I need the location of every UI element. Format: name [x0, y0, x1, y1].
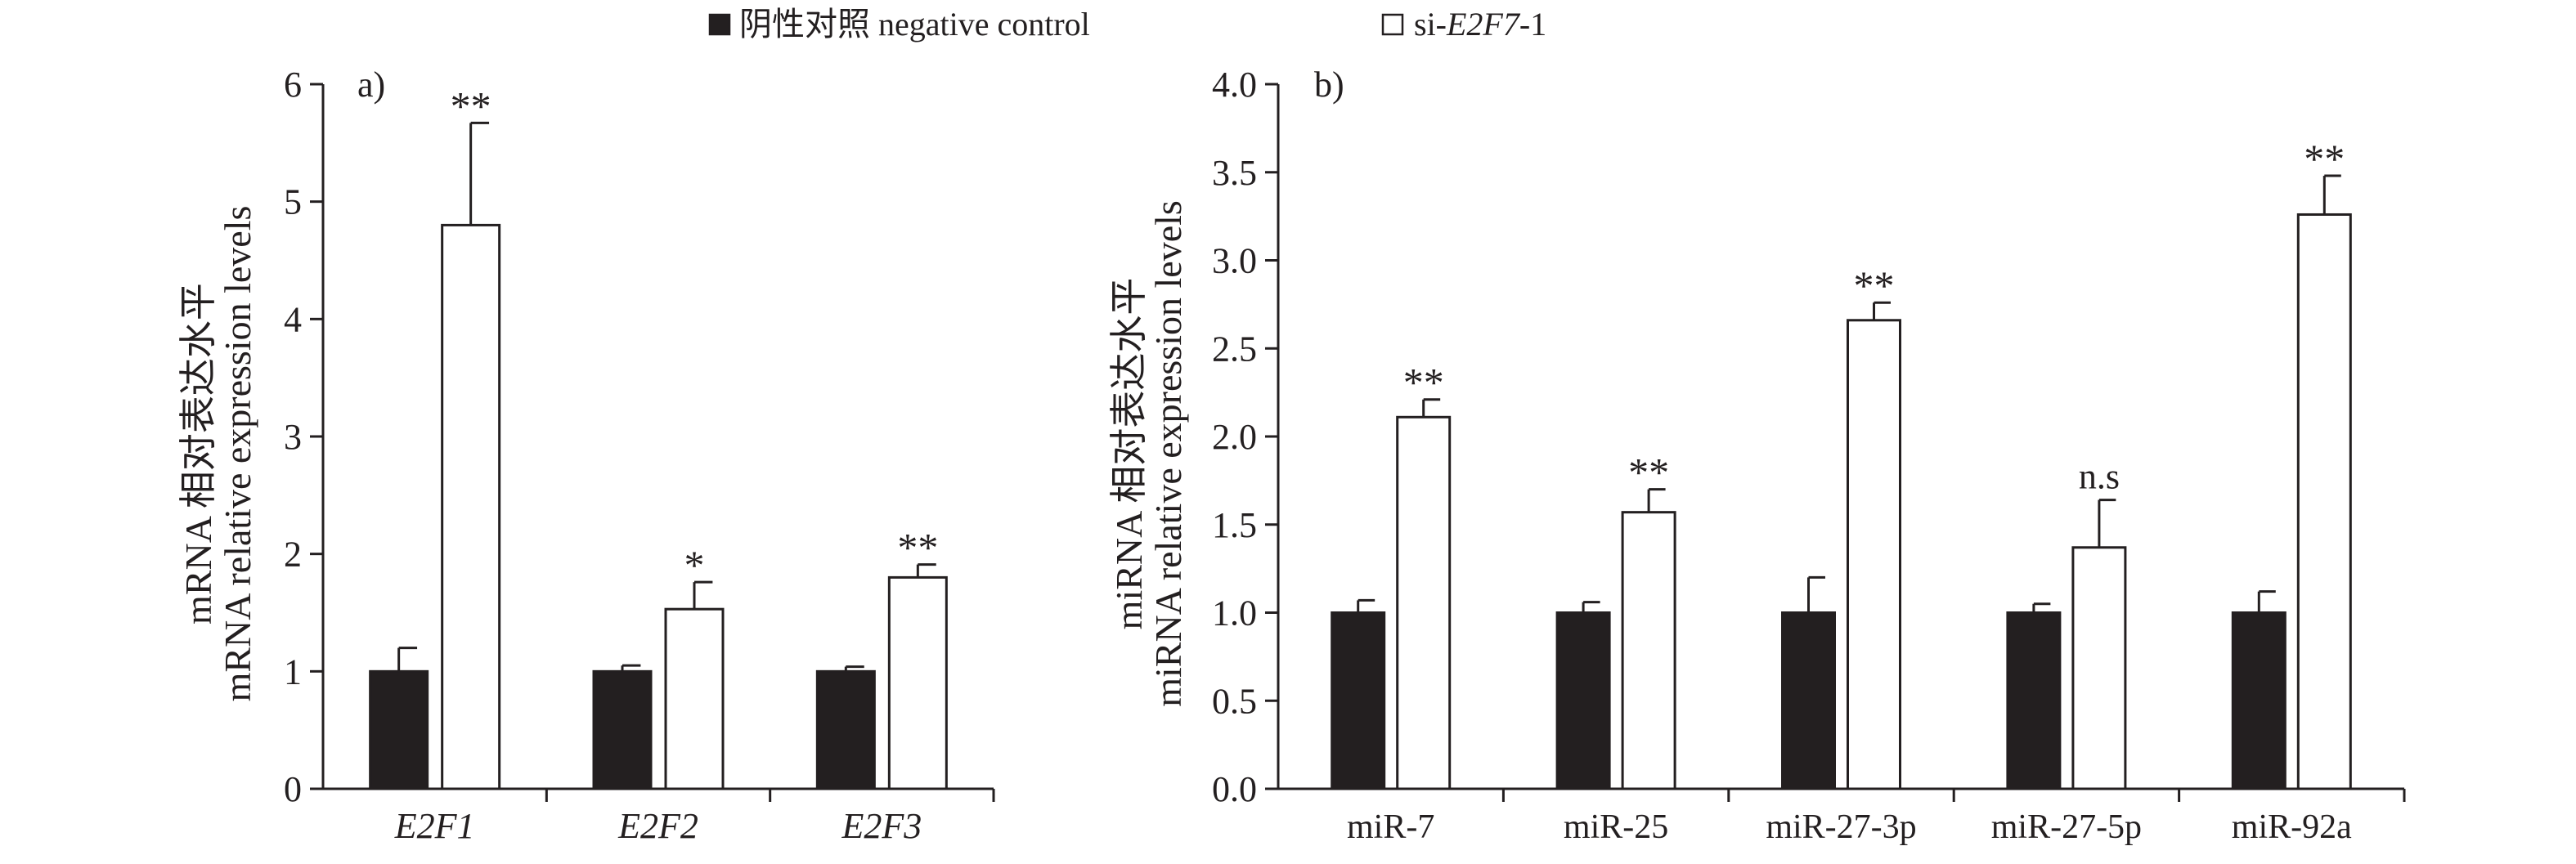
panel-b-bar-s0-mir-27-5p — [2006, 611, 2062, 790]
panel-a-y-tick-label: 1 — [284, 651, 302, 692]
panel-a-y-tick-label: 4 — [284, 299, 302, 339]
panel-b-label: b) — [1314, 65, 1344, 105]
panel-b-bar-s0-mir-92a — [2231, 611, 2287, 790]
panel-b-ylabel-en: miRNA relative expression levels — [1147, 200, 1189, 707]
panel-a-y-tick-label: 2 — [284, 535, 302, 575]
panel-b-x-label-mir-27-5p: miR-27-5p — [1991, 808, 2142, 846]
legend-label-suffix: -1 — [1519, 6, 1546, 43]
panel-a-bar-s0-e2f2 — [592, 669, 653, 790]
panel-b-y-tick-label: 0.5 — [1212, 681, 1257, 721]
panel-a-y-tick-label: 6 — [284, 65, 302, 105]
panel-b-y-tick-label: 2.0 — [1212, 417, 1257, 457]
legend-swatch-si-e2f7 — [1381, 13, 1404, 36]
panel-b-bar-s1-mir-7 — [1396, 415, 1452, 790]
panel-a-bar-s0-e2f1 — [369, 669, 429, 790]
panel-a-bar-s0-e2f3 — [815, 669, 876, 790]
panel-b-y-tick-label: 2.5 — [1212, 329, 1257, 369]
panel-b-y-tick-label: 1.0 — [1212, 593, 1257, 633]
panel-b-x-label-mir-27-3p: miR-27-3p — [1766, 808, 1916, 846]
panel-b-y-tick-label: 1.5 — [1212, 505, 1257, 545]
panel-a-bar-s1-e2f2 — [664, 607, 725, 790]
panel-b-significance-mir-7: ** — [1403, 360, 1444, 405]
panel-b-significance-mir-27-5p: n.s — [2079, 457, 2120, 497]
legend-label-negative-control: 阴性对照 negative control — [739, 6, 1090, 43]
legend-swatch-negative-control — [708, 13, 731, 36]
panel-b-significance-mir-25: ** — [1628, 450, 1669, 495]
panel-a-x-label-e2f1: E2F1 — [394, 806, 475, 846]
panel-b-bar-s1-mir-27-3p — [1847, 319, 1901, 790]
legend-label-prefix: si- — [1414, 6, 1447, 43]
panel-b-y-tick-label: 0.0 — [1212, 769, 1257, 809]
panel-a-y-tick-label: 0 — [284, 769, 302, 809]
panel-a-ylabel-cn: mRNA 相对表达水平 — [177, 283, 219, 624]
panel-b: miRNA 相对表达水平 miRNA relative expression l… — [1108, 65, 2406, 846]
panel-b-x-label-mir-92a: miR-92a — [2232, 808, 2352, 846]
panel-b-x-label-mir-7: miR-7 — [1347, 808, 1434, 846]
legend: 阴性对照 negative control si-E2F7-1 — [708, 6, 1546, 43]
panel-a-bar-s1-e2f3 — [887, 575, 948, 790]
panel-b-bar-s0-mir-25 — [1555, 611, 1611, 790]
panel-a-significance-e2f2: * — [684, 542, 705, 588]
panel-a: mRNA 相对表达水平 mRNA relative expression lev… — [177, 65, 995, 846]
panel-a-x-label-e2f2: E2F2 — [617, 806, 698, 846]
panel-b-x-label-mir-25: miR-25 — [1564, 808, 1668, 846]
panel-b-y-tick-label: 4.0 — [1212, 65, 1257, 105]
panel-a-bar-s1-e2f1 — [441, 223, 501, 790]
panel-b-significance-mir-27-3p: ** — [1854, 262, 1895, 308]
panel-a-significance-e2f3: ** — [897, 525, 938, 571]
legend-label-italic: E2F7 — [1446, 6, 1521, 43]
panel-a-y-tick-label: 3 — [284, 417, 302, 457]
panel-a-label: a) — [357, 65, 385, 105]
panel-b-bar-s0-mir-7 — [1331, 611, 1386, 790]
panel-a-significance-e2f1: ** — [451, 83, 491, 128]
panel-b-bar-s1-mir-92a — [2296, 213, 2352, 790]
panel-b-ylabel-cn: miRNA 相对表达水平 — [1108, 278, 1150, 630]
panel-b-bar-s0-mir-27-3p — [1781, 611, 1836, 790]
panel-b-y-tick-label: 3.0 — [1212, 241, 1257, 281]
panel-b-bar-s1-mir-25 — [1621, 511, 1676, 790]
panel-a-x-label-e2f3: E2F3 — [841, 806, 922, 846]
panel-b-bar-s1-mir-27-5p — [2071, 546, 2127, 790]
panel-a-ylabel-en: mRNA relative expression levels — [217, 206, 258, 702]
panel-b-significance-mir-92a: ** — [2304, 136, 2345, 181]
panel-a-y-tick-label: 5 — [284, 182, 302, 222]
panel-b-y-tick-label: 3.5 — [1212, 153, 1257, 193]
legend-label-si-e2f7: si-E2F7-1 — [1414, 6, 1546, 43]
